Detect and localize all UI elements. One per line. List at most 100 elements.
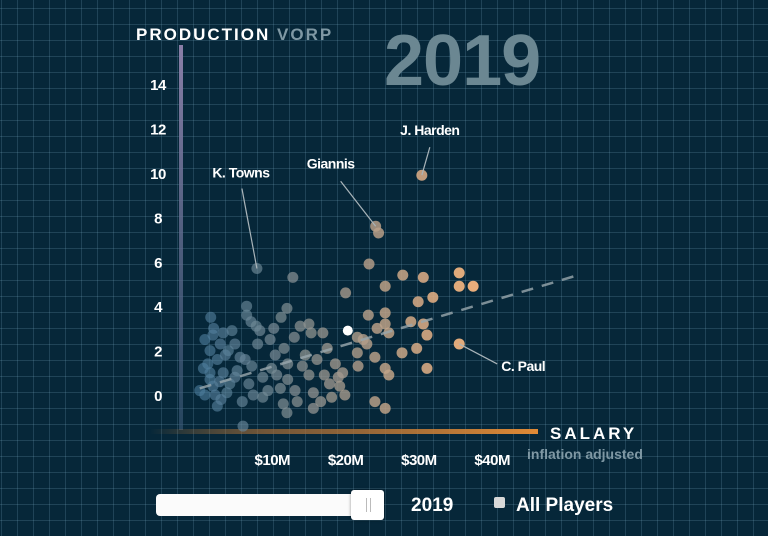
annotation-leader-line	[421, 147, 431, 176]
data-point[interactable]	[352, 360, 364, 372]
data-point[interactable]	[421, 329, 433, 341]
data-point[interactable]	[282, 373, 294, 385]
data-point[interactable]	[411, 342, 423, 354]
data-point[interactable]	[467, 280, 479, 292]
all-players-label[interactable]: All Players	[516, 495, 614, 516]
data-point[interactable]	[266, 362, 278, 374]
data-point[interactable]	[199, 334, 211, 345]
data-point[interactable]	[239, 353, 251, 365]
data-point[interactable]	[379, 307, 391, 319]
trend-line	[199, 273, 579, 390]
data-point[interactable]	[204, 345, 216, 357]
data-point[interactable]	[274, 382, 286, 394]
data-point[interactable]	[305, 327, 317, 339]
data-point[interactable]	[268, 322, 280, 334]
data-point[interactable]	[277, 398, 289, 410]
year-slider-track[interactable]	[156, 494, 381, 516]
data-point[interactable]	[281, 302, 293, 314]
data-point[interactable]	[199, 389, 211, 401]
data-point[interactable]	[396, 347, 408, 359]
data-point[interactable]	[303, 318, 315, 330]
data-point[interactable]	[229, 338, 241, 350]
data-point[interactable]	[369, 351, 381, 363]
data-point[interactable]	[369, 396, 381, 408]
x-tick-label: $20M	[328, 452, 364, 469]
data-point[interactable]	[217, 327, 229, 339]
data-point[interactable]	[197, 362, 209, 374]
x-axis-subtitle: inflation adjusted	[527, 446, 643, 462]
data-point[interactable]	[275, 311, 287, 323]
data-point[interactable]	[287, 271, 299, 283]
data-point[interactable]	[237, 420, 249, 432]
all-players-checkbox[interactable]	[494, 497, 505, 508]
data-point[interactable]	[412, 296, 424, 308]
data-point[interactable]	[315, 396, 327, 408]
data-point[interactable]	[296, 360, 308, 372]
data-point[interactable]	[361, 338, 373, 350]
data-point[interactable]	[289, 385, 301, 397]
data-point[interactable]	[226, 325, 238, 337]
data-point[interactable]	[397, 269, 409, 281]
data-point[interactable]	[329, 358, 341, 370]
data-point[interactable]	[269, 349, 281, 361]
data-point[interactable]	[257, 371, 269, 383]
data-point[interactable]	[453, 267, 465, 279]
data-point[interactable]	[288, 331, 300, 343]
data-point[interactable]	[243, 378, 255, 390]
data-point[interactable]	[236, 396, 248, 408]
data-point[interactable]	[323, 378, 335, 390]
data-point[interactable]	[257, 391, 269, 403]
year-slider-thumb[interactable]	[351, 490, 384, 520]
data-point[interactable]	[219, 349, 231, 361]
data-point[interactable]	[291, 396, 303, 408]
y-tick-label: 14	[150, 77, 167, 94]
data-point[interactable]	[332, 371, 344, 383]
data-point[interactable]	[247, 389, 259, 401]
data-point[interactable]	[351, 347, 363, 359]
data-point[interactable]	[340, 287, 352, 299]
data-point[interactable]	[363, 258, 375, 270]
data-point[interactable]	[217, 367, 229, 379]
data-point[interactable]	[252, 338, 264, 350]
data-point[interactable]	[373, 227, 385, 239]
data-point[interactable]	[205, 311, 217, 323]
data-point[interactable]	[281, 407, 293, 419]
data-point[interactable]	[303, 369, 315, 381]
data-point[interactable]	[405, 316, 417, 328]
data-point[interactable]	[241, 300, 253, 312]
data-point[interactable]	[453, 280, 465, 292]
data-point[interactable]	[318, 369, 330, 381]
data-point[interactable]	[379, 280, 391, 292]
data-point[interactable]	[214, 338, 226, 350]
data-point[interactable]	[208, 322, 220, 334]
data-point[interactable]	[317, 327, 329, 339]
data-point[interactable]	[339, 389, 351, 401]
data-point[interactable]	[383, 369, 395, 381]
grip-icon	[366, 498, 371, 512]
data-point[interactable]	[307, 402, 319, 414]
data-point[interactable]	[362, 309, 374, 321]
data-point[interactable]	[379, 402, 391, 414]
data-point[interactable]	[231, 365, 243, 377]
y-tick-label: 4	[154, 299, 163, 316]
data-point[interactable]	[427, 291, 439, 303]
data-point[interactable]	[421, 362, 433, 374]
data-point[interactable]	[264, 334, 276, 345]
year-display: 2019	[384, 21, 541, 101]
data-point[interactable]	[294, 320, 306, 332]
data-point[interactable]	[204, 373, 216, 385]
data-point[interactable]	[417, 271, 429, 283]
annotation-label: K. Towns	[212, 164, 270, 180]
data-point[interactable]	[214, 376, 226, 388]
data-point[interactable]	[211, 353, 223, 365]
data-point[interactable]	[371, 322, 383, 334]
data-point[interactable]	[215, 393, 227, 405]
data-point[interactable]	[311, 353, 323, 365]
data-point[interactable]	[326, 391, 338, 403]
data-point[interactable]	[307, 387, 319, 399]
data-point[interactable]	[250, 320, 262, 332]
data-point[interactable]	[379, 318, 391, 330]
data-point[interactable]	[334, 380, 346, 392]
data-point[interactable]	[278, 342, 290, 354]
highlighted-point[interactable]	[342, 325, 353, 336]
